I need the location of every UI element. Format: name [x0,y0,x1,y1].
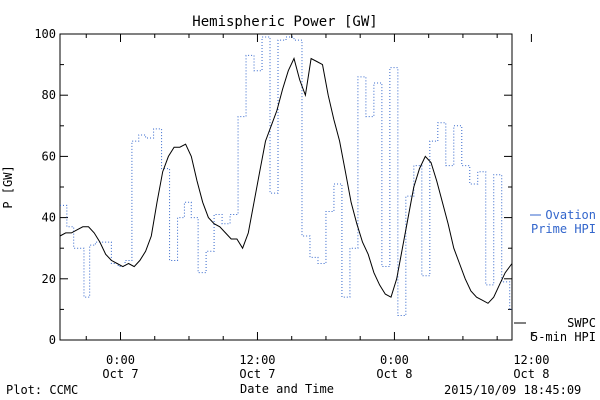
x-tick-date-label: Oct 8 [376,367,412,381]
plot-frame [59,33,513,341]
legend-swpc-label: SWPC [567,316,596,330]
series-layer [59,36,513,317]
x-tick-date-label: Oct 8 [513,367,549,381]
footer-right: 2015/10/09 18:45:09 [444,383,582,397]
y-tick-label: 40 [42,211,56,225]
x-tick-date-label: Oct 7 [102,367,138,381]
y-tick-label: 0 [49,333,56,347]
x-tick-date-label: Oct 7 [239,367,275,381]
x-axis-label: Date and Time [240,382,334,396]
legend-ovation-label-2: Prime HPI [531,222,596,236]
series-ovation-prime-hpi [60,36,512,317]
legend-ovation-label: Ovation [545,208,596,222]
x-tick-time-label: 12:00 [239,353,275,367]
y-tick-label: 20 [42,272,56,286]
y-tick-label: 100 [34,27,56,41]
x-tick-time-label: 0:00 [380,353,409,367]
series-swpc-5min-hpi [59,57,513,304]
y-axis-label: P [GW] [1,165,15,208]
x-tick-time-label: 0:00 [106,353,135,367]
y-axis: 0 20 40 60 80 100 [34,27,512,347]
legend-swpc-label-2: 5-min HPI [531,330,596,344]
x-tick-time-label: 12:00 [513,353,549,367]
chart-title: Hemispheric Power [GW] [192,14,377,30]
footer-left: Plot: CCMC [6,383,79,397]
y-tick-label: 80 [42,88,56,102]
y-tick-label: 60 [42,149,56,163]
